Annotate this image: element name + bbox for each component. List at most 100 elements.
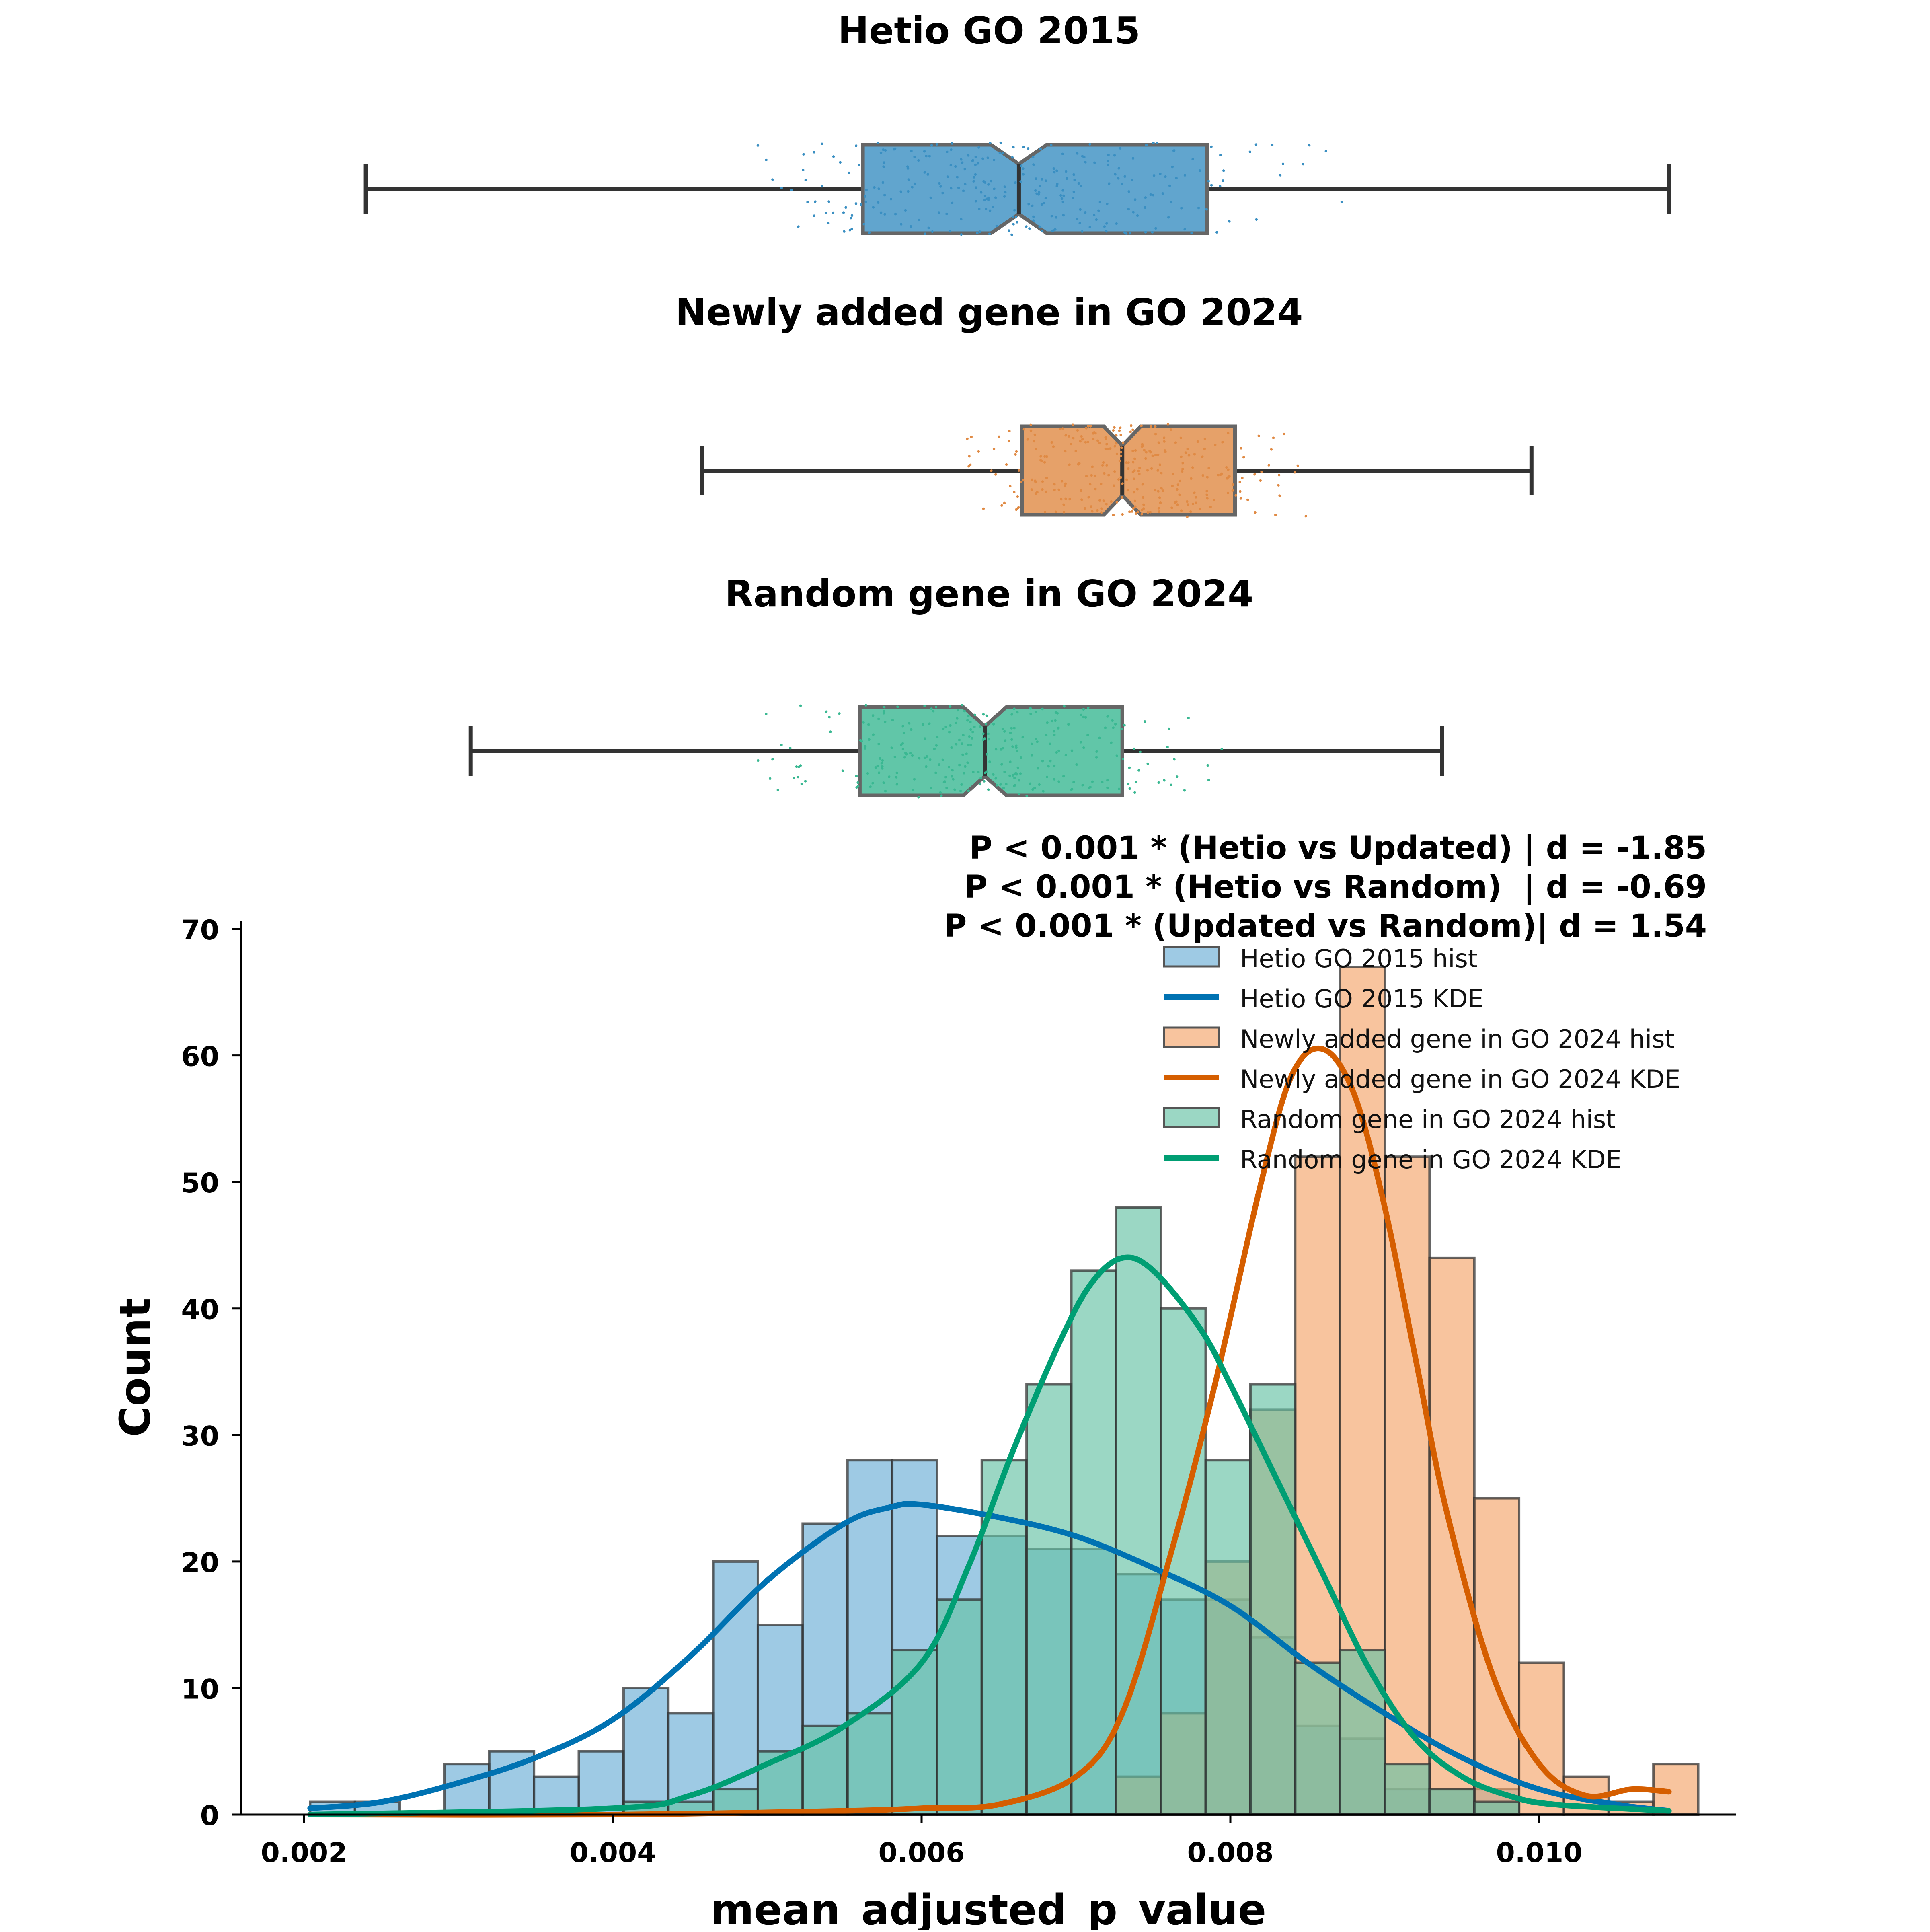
jitter-point xyxy=(971,159,974,162)
jitter-point xyxy=(1121,496,1123,499)
jitter-point xyxy=(1150,467,1153,470)
jitter-point xyxy=(797,765,800,769)
jitter-point xyxy=(865,189,868,191)
jitter-point xyxy=(1098,442,1101,444)
jitter-point xyxy=(1022,167,1025,170)
jitter-point xyxy=(1095,218,1098,221)
x-tick-label: 0.002 xyxy=(261,1837,347,1869)
jitter-point xyxy=(1035,738,1037,740)
jitter-point xyxy=(1060,480,1064,483)
jitter-point xyxy=(928,155,931,158)
jitter-point xyxy=(1011,745,1014,748)
jitter-point xyxy=(855,144,858,147)
jitter-point xyxy=(1203,447,1206,450)
jitter-point xyxy=(947,765,951,769)
jitter-point xyxy=(881,765,884,768)
jitter-point xyxy=(952,778,955,781)
jitter-point xyxy=(1169,428,1172,431)
jitter-point xyxy=(1054,711,1057,714)
jitter-point xyxy=(1016,766,1020,769)
jitter-point xyxy=(1062,200,1064,203)
jitter-point xyxy=(893,148,895,151)
jitter-point xyxy=(964,183,967,186)
jitter-point xyxy=(925,755,928,758)
jitter-point xyxy=(1101,781,1104,784)
jitter-point xyxy=(1072,781,1075,784)
jitter-point xyxy=(1158,463,1162,466)
jitter-point xyxy=(923,171,926,174)
jitter-point xyxy=(793,777,795,780)
jitter-point xyxy=(1145,451,1148,454)
jitter-point xyxy=(1045,179,1047,182)
jitter-point xyxy=(1080,713,1082,717)
boxplot-1: Hetio GO 2015 xyxy=(363,9,1671,236)
jitter-point xyxy=(971,730,974,734)
jitter-point xyxy=(1162,436,1166,439)
x-tick-label: 0.004 xyxy=(569,1837,656,1869)
boxplot-title: Random gene in GO 2024 xyxy=(725,572,1253,615)
jitter-point xyxy=(1113,484,1115,487)
jitter-point xyxy=(1281,162,1285,165)
jitter-point xyxy=(1064,754,1068,757)
jitter-point xyxy=(1064,450,1067,453)
jitter-point xyxy=(1031,478,1033,481)
jitter-point xyxy=(973,176,975,179)
jitter-point xyxy=(1226,491,1230,495)
jitter-point xyxy=(1119,434,1122,436)
x-tick-label: 0.008 xyxy=(1187,1837,1273,1869)
jitter-point xyxy=(1257,434,1260,437)
jitter-point xyxy=(877,201,880,204)
jitter-point xyxy=(1199,508,1201,510)
jitter-point xyxy=(1272,436,1275,439)
jitter-point xyxy=(1131,179,1133,182)
jitter-point xyxy=(978,230,981,233)
jitter-point xyxy=(1107,474,1110,477)
jitter-point xyxy=(987,196,990,199)
x-axis-label: mean_adjusted_p_value xyxy=(710,1885,1267,1930)
jitter-point xyxy=(1016,711,1019,714)
jitter-point xyxy=(932,710,935,713)
jitter-point xyxy=(938,763,940,766)
jitter-point xyxy=(1013,491,1016,493)
jitter-point xyxy=(1138,473,1141,475)
jitter-point xyxy=(963,167,966,171)
jitter-point xyxy=(879,757,882,760)
jitter-point xyxy=(1107,715,1109,718)
jitter-point xyxy=(1071,788,1074,791)
jitter-point xyxy=(986,770,988,773)
jitter-point xyxy=(1271,144,1274,146)
jitter-point xyxy=(1012,215,1014,218)
jitter-point xyxy=(874,766,877,769)
jitter-point xyxy=(1254,143,1258,146)
jitter-point xyxy=(963,709,966,713)
jitter-point xyxy=(1053,778,1056,781)
jitter-point xyxy=(1207,180,1210,183)
jitter-point xyxy=(1141,444,1144,448)
jitter-point xyxy=(1103,225,1106,228)
jitter-point xyxy=(1127,208,1130,211)
jitter-point xyxy=(936,736,939,739)
jitter-point xyxy=(950,148,953,151)
jitter-point xyxy=(1131,428,1134,431)
jitter-point xyxy=(1270,448,1273,451)
jitter-point xyxy=(1242,456,1245,459)
jitter-point xyxy=(1302,162,1305,166)
jitter-point xyxy=(1113,154,1116,157)
jitter-point xyxy=(1051,719,1054,723)
jitter-point xyxy=(1112,429,1115,432)
jitter-point xyxy=(1066,177,1068,180)
jitter-point xyxy=(1068,497,1071,501)
jitter-point xyxy=(765,713,768,715)
jitter-point xyxy=(1128,787,1131,790)
jitter-point xyxy=(942,727,945,730)
jitter-point xyxy=(970,436,973,438)
jitter-point xyxy=(1133,198,1137,201)
jitter-point xyxy=(844,206,847,209)
jitter-point xyxy=(1183,228,1186,231)
jitter-point xyxy=(1164,175,1167,178)
jitter-point xyxy=(1152,194,1155,197)
jitter-point xyxy=(1324,150,1327,153)
jitter-point xyxy=(924,737,926,740)
jitter-point xyxy=(1163,440,1166,443)
jitter-point xyxy=(1144,720,1146,723)
